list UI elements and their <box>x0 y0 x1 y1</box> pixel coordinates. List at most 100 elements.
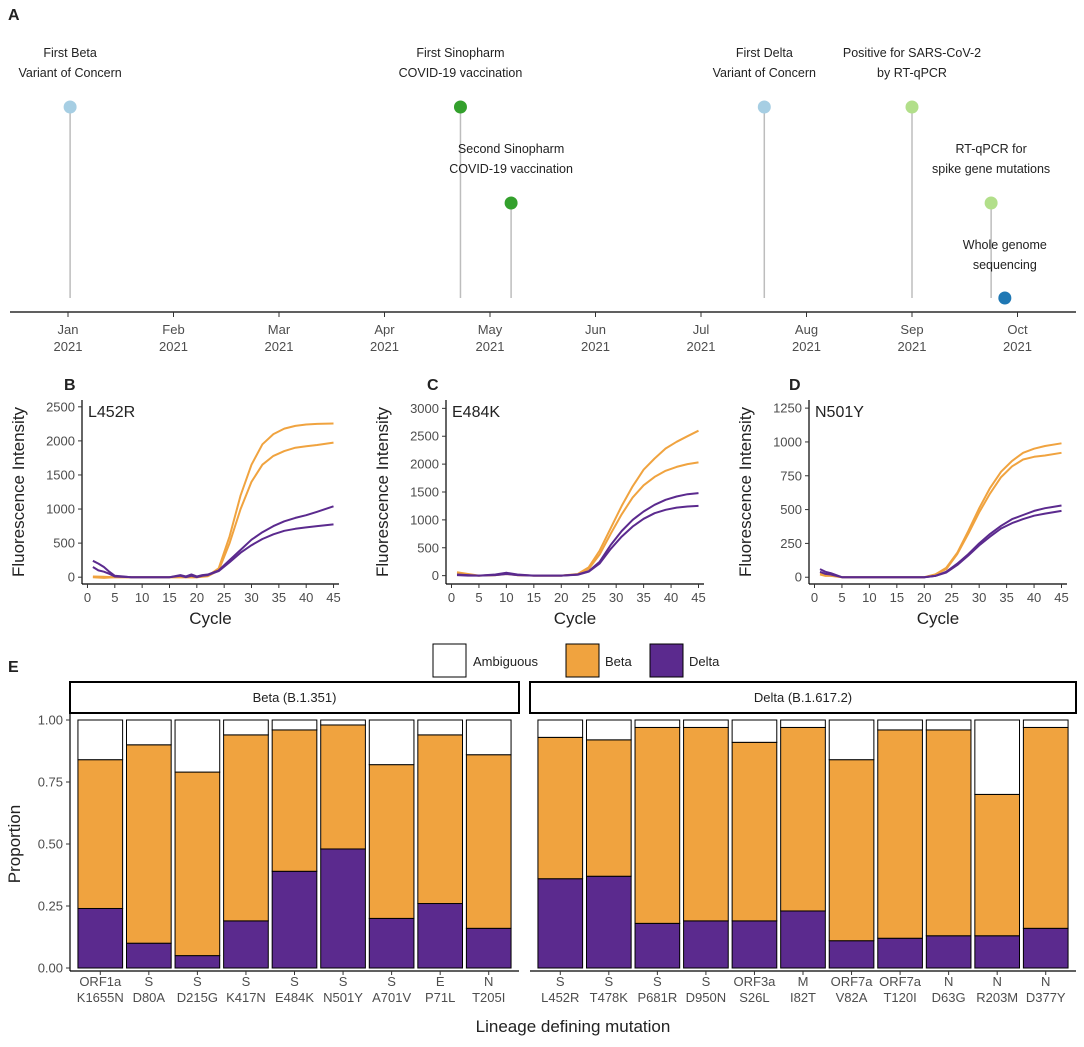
x-tick-label: 45 <box>1054 590 1068 605</box>
panel-letter-c: C <box>427 377 439 394</box>
legend-key-beta <box>565 643 600 678</box>
x-tick-label-gene: S <box>604 974 613 989</box>
y-tick-label: 0.75 <box>38 775 63 790</box>
bar-segment-beta <box>174 771 221 957</box>
y-tick-label: 0 <box>795 570 802 585</box>
y-tick-label: 0 <box>432 568 439 583</box>
timeline-tick-month: Jun <box>585 322 606 337</box>
bar-segment-ambiguous <box>634 719 681 728</box>
event-marker <box>905 100 919 114</box>
bar-segment-ambiguous <box>271 719 318 731</box>
y-tick-label: 2500 <box>410 429 439 444</box>
line-chart-n501y: 0 250 500 750 1000 1250 0 5 10 15 20 25 30 35 40 45 N501… <box>736 400 1069 628</box>
event-marker <box>453 100 467 114</box>
bar-segment-ambiguous <box>974 719 1021 795</box>
bar-segment-ambiguous <box>537 719 584 738</box>
x-tick-label-mutation: N501Y <box>323 990 363 1005</box>
bar-segment-delta <box>974 935 1021 969</box>
legend-label: Delta <box>689 654 720 669</box>
bar-segment-delta <box>174 955 221 969</box>
y-tick-label: 1000 <box>773 434 802 449</box>
y-tick-label: 1250 <box>773 401 802 416</box>
x-tick-label-mutation: T205I <box>472 990 505 1005</box>
x-tick-label: 30 <box>244 590 258 605</box>
bar-segment-beta <box>417 734 464 905</box>
x-axis-title: Cycle <box>554 609 597 628</box>
bar-segment-beta <box>974 793 1021 937</box>
bar-segment-ambiguous <box>320 719 366 726</box>
timeline-tick-month: Jan <box>58 322 79 337</box>
bar-segment-ambiguous <box>368 719 415 766</box>
x-tick-label: 15 <box>890 590 904 605</box>
x-tick-label-mutation: D80A <box>133 990 166 1005</box>
event-label: First Delta <box>736 46 793 60</box>
bar-segment-beta <box>537 736 584 880</box>
timeline-tick-month: Aug <box>795 322 818 337</box>
bar-segment-beta <box>320 724 366 850</box>
bar-segment-delta <box>828 940 875 969</box>
x-tick-label-mutation: R203M <box>976 990 1018 1005</box>
panel-letter-e: E <box>8 659 19 676</box>
panel-letter-b: B <box>64 377 76 394</box>
event-label: sequencing <box>973 258 1037 272</box>
event-label: Variant of Concern <box>18 66 121 80</box>
x-tick-label-gene: S <box>144 974 153 989</box>
x-tick-label: 35 <box>272 590 286 605</box>
x-tick-label: 5 <box>475 590 482 605</box>
timeline-tick-month: Mar <box>268 322 291 337</box>
bar-segment-beta <box>731 741 778 922</box>
x-tick-label-gene: ORF3a <box>734 974 777 989</box>
chart-title: E484K <box>452 404 500 421</box>
bar-segment-beta <box>780 726 826 912</box>
event-marker <box>504 196 518 210</box>
x-tick-label-gene: S <box>556 974 565 989</box>
bar-segment-beta <box>877 729 923 939</box>
timeline-tick-year: 2021 <box>370 339 399 354</box>
series-line-beta <box>819 442 1062 579</box>
x-tick-label-gene: N <box>484 974 493 989</box>
x-tick-label: 0 <box>811 590 818 605</box>
x-axis-title: Lineage defining mutation <box>476 1017 671 1036</box>
bar-segment-ambiguous <box>223 719 269 736</box>
event-marker <box>63 100 77 114</box>
series-line-beta <box>456 461 699 577</box>
x-tick-label-mutation: P71L <box>425 990 455 1005</box>
facet-strip-label: Beta (B.1.351) <box>253 690 337 705</box>
bar-segment-beta <box>125 744 172 944</box>
bar-segment-delta <box>77 907 124 969</box>
x-tick-label-gene: S <box>653 974 662 989</box>
x-tick-label-mutation: V82A <box>836 990 868 1005</box>
bar-segment-ambiguous <box>828 719 875 761</box>
event-label: Whole genome <box>963 238 1047 252</box>
x-tick-label: 0 <box>84 590 91 605</box>
x-tick-label-gene: S <box>702 974 711 989</box>
stacked-bar-chart: 0.00 0.25 0.50 0.75 1.00 Proportion Lineage de… <box>5 681 1077 1036</box>
event-marker <box>998 291 1012 305</box>
bar-segment-ambiguous <box>925 719 972 731</box>
bar-segment-delta <box>780 910 826 969</box>
y-axis-title: Fluorescence Intensity <box>9 406 28 577</box>
bar-segment-ambiguous <box>417 719 464 736</box>
x-tick-label-mutation: D215G <box>177 990 218 1005</box>
x-tick-label-mutation: D63G <box>932 990 966 1005</box>
x-tick-label-gene: ORF7a <box>879 974 922 989</box>
series-line-delta <box>819 509 1062 579</box>
bar-segment-delta <box>271 870 318 969</box>
timeline-tick-month: Jul <box>693 322 710 337</box>
x-tick-label: 30 <box>609 590 623 605</box>
bar-segment-beta <box>465 754 512 929</box>
x-tick-label: 20 <box>554 590 568 605</box>
y-tick-label: 1500 <box>410 485 439 500</box>
bar-segment-ambiguous <box>585 719 632 741</box>
timeline-tick-month: Sep <box>900 322 923 337</box>
timeline-tick-month: Feb <box>162 322 184 337</box>
y-tick-label: 750 <box>780 468 802 483</box>
y-tick-label: 500 <box>417 540 439 555</box>
bar-segment-delta <box>1022 927 1069 969</box>
x-tick-label: 10 <box>862 590 876 605</box>
x-tick-label-mutation: E484K <box>275 990 314 1005</box>
series-line-delta <box>92 505 334 579</box>
x-tick-label-mutation: S26L <box>739 990 769 1005</box>
chart-title: N501Y <box>815 404 864 421</box>
y-tick-label: 2000 <box>46 433 75 448</box>
